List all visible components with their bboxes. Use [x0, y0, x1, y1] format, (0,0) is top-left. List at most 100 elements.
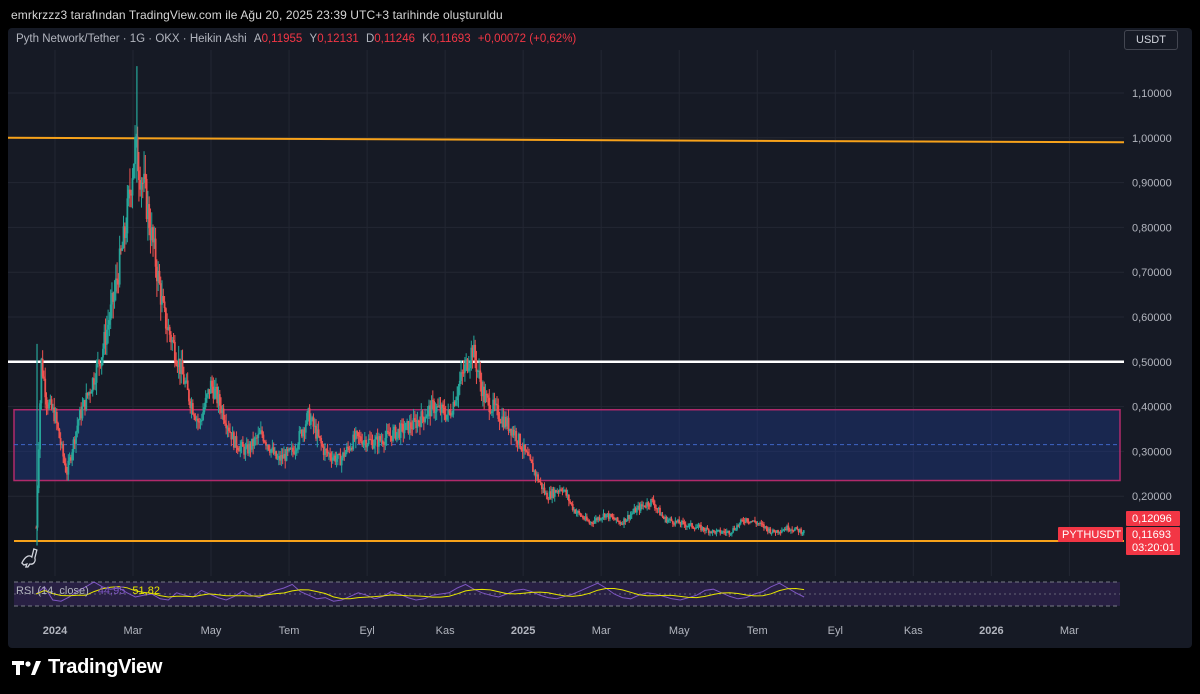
candle-body: [63, 456, 66, 464]
candle-body: [431, 400, 434, 402]
tradingview-brand[interactable]: TradingView: [12, 656, 162, 679]
candle-body: [447, 409, 450, 415]
candle-body: [381, 440, 384, 444]
candle-body: [398, 428, 401, 438]
candle-body: [686, 526, 688, 528]
candle-body: [589, 522, 592, 524]
candle-body: [57, 422, 59, 429]
y-tick-label: 0,80000: [1132, 222, 1172, 234]
candle-body: [551, 489, 554, 498]
candle-body: [802, 530, 805, 534]
candle-body: [528, 455, 530, 457]
candle-body: [669, 518, 672, 520]
x-tick-label: Kas: [904, 625, 923, 637]
candle-body: [653, 504, 656, 509]
candle-body: [598, 517, 601, 520]
candle-body: [297, 445, 299, 450]
candle-body: [232, 432, 235, 448]
candle-body: [180, 361, 183, 374]
candle-body: [434, 411, 437, 414]
chart-panel[interactable]: 1,10000 1,00000 0,90000 0,80000 0,70000 0,600…: [8, 28, 1192, 648]
candle-body: [616, 517, 619, 522]
y-tick-label: 1,10000: [1132, 88, 1172, 100]
candle-body: [778, 532, 781, 534]
currency-button[interactable]: USDT: [1124, 30, 1178, 50]
candle-body: [741, 519, 744, 521]
candle-body: [524, 444, 527, 451]
candle-body: [370, 439, 373, 441]
candle-body: [555, 490, 557, 493]
y-tick-label: 0,60000: [1132, 312, 1172, 324]
candle-body: [90, 391, 93, 394]
candle-body: [588, 521, 591, 524]
candle-body: [587, 520, 590, 522]
candle-body: [786, 525, 788, 531]
candle-body: [582, 516, 584, 519]
candle-body: [592, 522, 595, 524]
candle-body: [199, 420, 202, 422]
candle-body: [701, 527, 704, 531]
candle-body: [739, 519, 742, 523]
candle-body: [596, 518, 598, 521]
candle-body: [591, 522, 593, 524]
tradingview-logo-icon: [12, 660, 41, 675]
candle-body: [263, 441, 266, 443]
x-tick-label: 2025: [511, 625, 535, 637]
candle-body: [50, 399, 53, 410]
candle-body: [543, 487, 546, 494]
candle-body: [194, 416, 197, 421]
candle-body: [467, 368, 470, 371]
candle-body: [184, 382, 187, 384]
high-label: Y: [309, 33, 318, 45]
candle-body: [94, 382, 97, 385]
candle-body: [181, 361, 184, 375]
candle-body: [365, 439, 367, 448]
candle-body: [624, 518, 627, 522]
candle-body: [470, 347, 473, 364]
candle-body: [116, 278, 118, 281]
candle-body: [293, 451, 296, 454]
candle-body: [558, 489, 561, 492]
candle-body: [221, 408, 224, 413]
candle-body: [52, 407, 54, 410]
candle-body: [800, 529, 803, 534]
candle-body: [782, 530, 785, 532]
candle-body: [139, 180, 142, 190]
candle-body: [342, 452, 344, 458]
candle-body: [384, 437, 387, 446]
candle-body: [141, 182, 144, 184]
candle-body: [538, 481, 541, 483]
candle-body: [575, 512, 578, 514]
candle-body: [303, 429, 306, 433]
candle-body: [561, 490, 564, 492]
candle-body: [751, 521, 754, 523]
candle-body: [250, 438, 253, 450]
candle-body: [327, 453, 330, 455]
candle-body: [329, 453, 332, 458]
candle-body: [140, 182, 143, 190]
candle-body: [121, 248, 124, 251]
candle-body: [389, 435, 392, 437]
candle-body: [362, 441, 365, 446]
candle-body: [399, 423, 402, 438]
candle-body: [763, 524, 765, 528]
candle-body: [647, 502, 650, 506]
candle-body: [357, 432, 360, 437]
candle-body: [772, 529, 774, 533]
candle-body: [378, 436, 380, 447]
candle-body: [302, 429, 305, 437]
candle-body: [533, 470, 536, 472]
candle-body: [696, 527, 699, 529]
candle-body: [166, 328, 169, 330]
candle-body: [537, 474, 539, 482]
candle-body: [393, 426, 396, 431]
candle-body: [466, 359, 469, 371]
candle-body: [516, 440, 519, 444]
candle-body: [111, 292, 113, 305]
price-chart[interactable]: 1,10000 1,00000 0,90000 0,80000 0,70000 0,600…: [8, 28, 1192, 648]
candle-body: [691, 523, 693, 528]
candle-body: [298, 431, 301, 446]
candle-body: [84, 399, 86, 410]
candle-body: [503, 417, 506, 428]
candle-body: [289, 448, 292, 450]
